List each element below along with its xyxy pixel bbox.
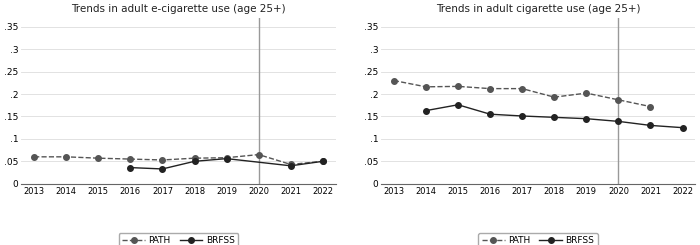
PATH <box>223 156 231 159</box>
BRFSS <box>614 120 622 123</box>
Line: BRFSS: BRFSS <box>424 102 685 130</box>
PATH <box>255 153 263 156</box>
Line: BRFSS: BRFSS <box>127 156 326 172</box>
PATH <box>518 87 526 90</box>
PATH <box>190 157 199 160</box>
PATH <box>318 160 327 163</box>
PATH <box>421 85 430 88</box>
BRFSS <box>421 109 430 112</box>
PATH <box>126 158 134 160</box>
BRFSS <box>582 117 591 120</box>
BRFSS <box>126 166 134 169</box>
PATH <box>550 96 559 99</box>
PATH <box>30 155 38 158</box>
PATH <box>646 105 654 108</box>
Line: PATH: PATH <box>391 78 653 109</box>
Title: Trends in adult e-cigarette use (age 25+): Trends in adult e-cigarette use (age 25+… <box>71 4 286 14</box>
PATH <box>286 163 295 166</box>
BRFSS <box>158 168 167 171</box>
PATH <box>614 98 622 101</box>
BRFSS <box>223 157 231 160</box>
BRFSS <box>678 126 687 129</box>
PATH <box>390 79 398 82</box>
BRFSS <box>550 116 559 119</box>
PATH <box>94 157 102 160</box>
BRFSS <box>518 114 526 117</box>
BRFSS <box>318 160 327 163</box>
BRFSS <box>486 113 494 116</box>
BRFSS <box>190 160 199 163</box>
PATH <box>62 155 71 158</box>
Line: PATH: PATH <box>32 152 326 167</box>
BRFSS <box>454 103 462 106</box>
PATH <box>486 87 494 90</box>
BRFSS <box>286 164 295 167</box>
Title: Trends in adult cigarette use (age 25+): Trends in adult cigarette use (age 25+) <box>436 4 640 14</box>
PATH <box>454 85 462 88</box>
Legend: PATH, BRFSS: PATH, BRFSS <box>118 233 239 245</box>
PATH <box>582 92 591 95</box>
BRFSS <box>646 124 654 127</box>
Legend: PATH, BRFSS: PATH, BRFSS <box>478 233 598 245</box>
PATH <box>158 159 167 161</box>
